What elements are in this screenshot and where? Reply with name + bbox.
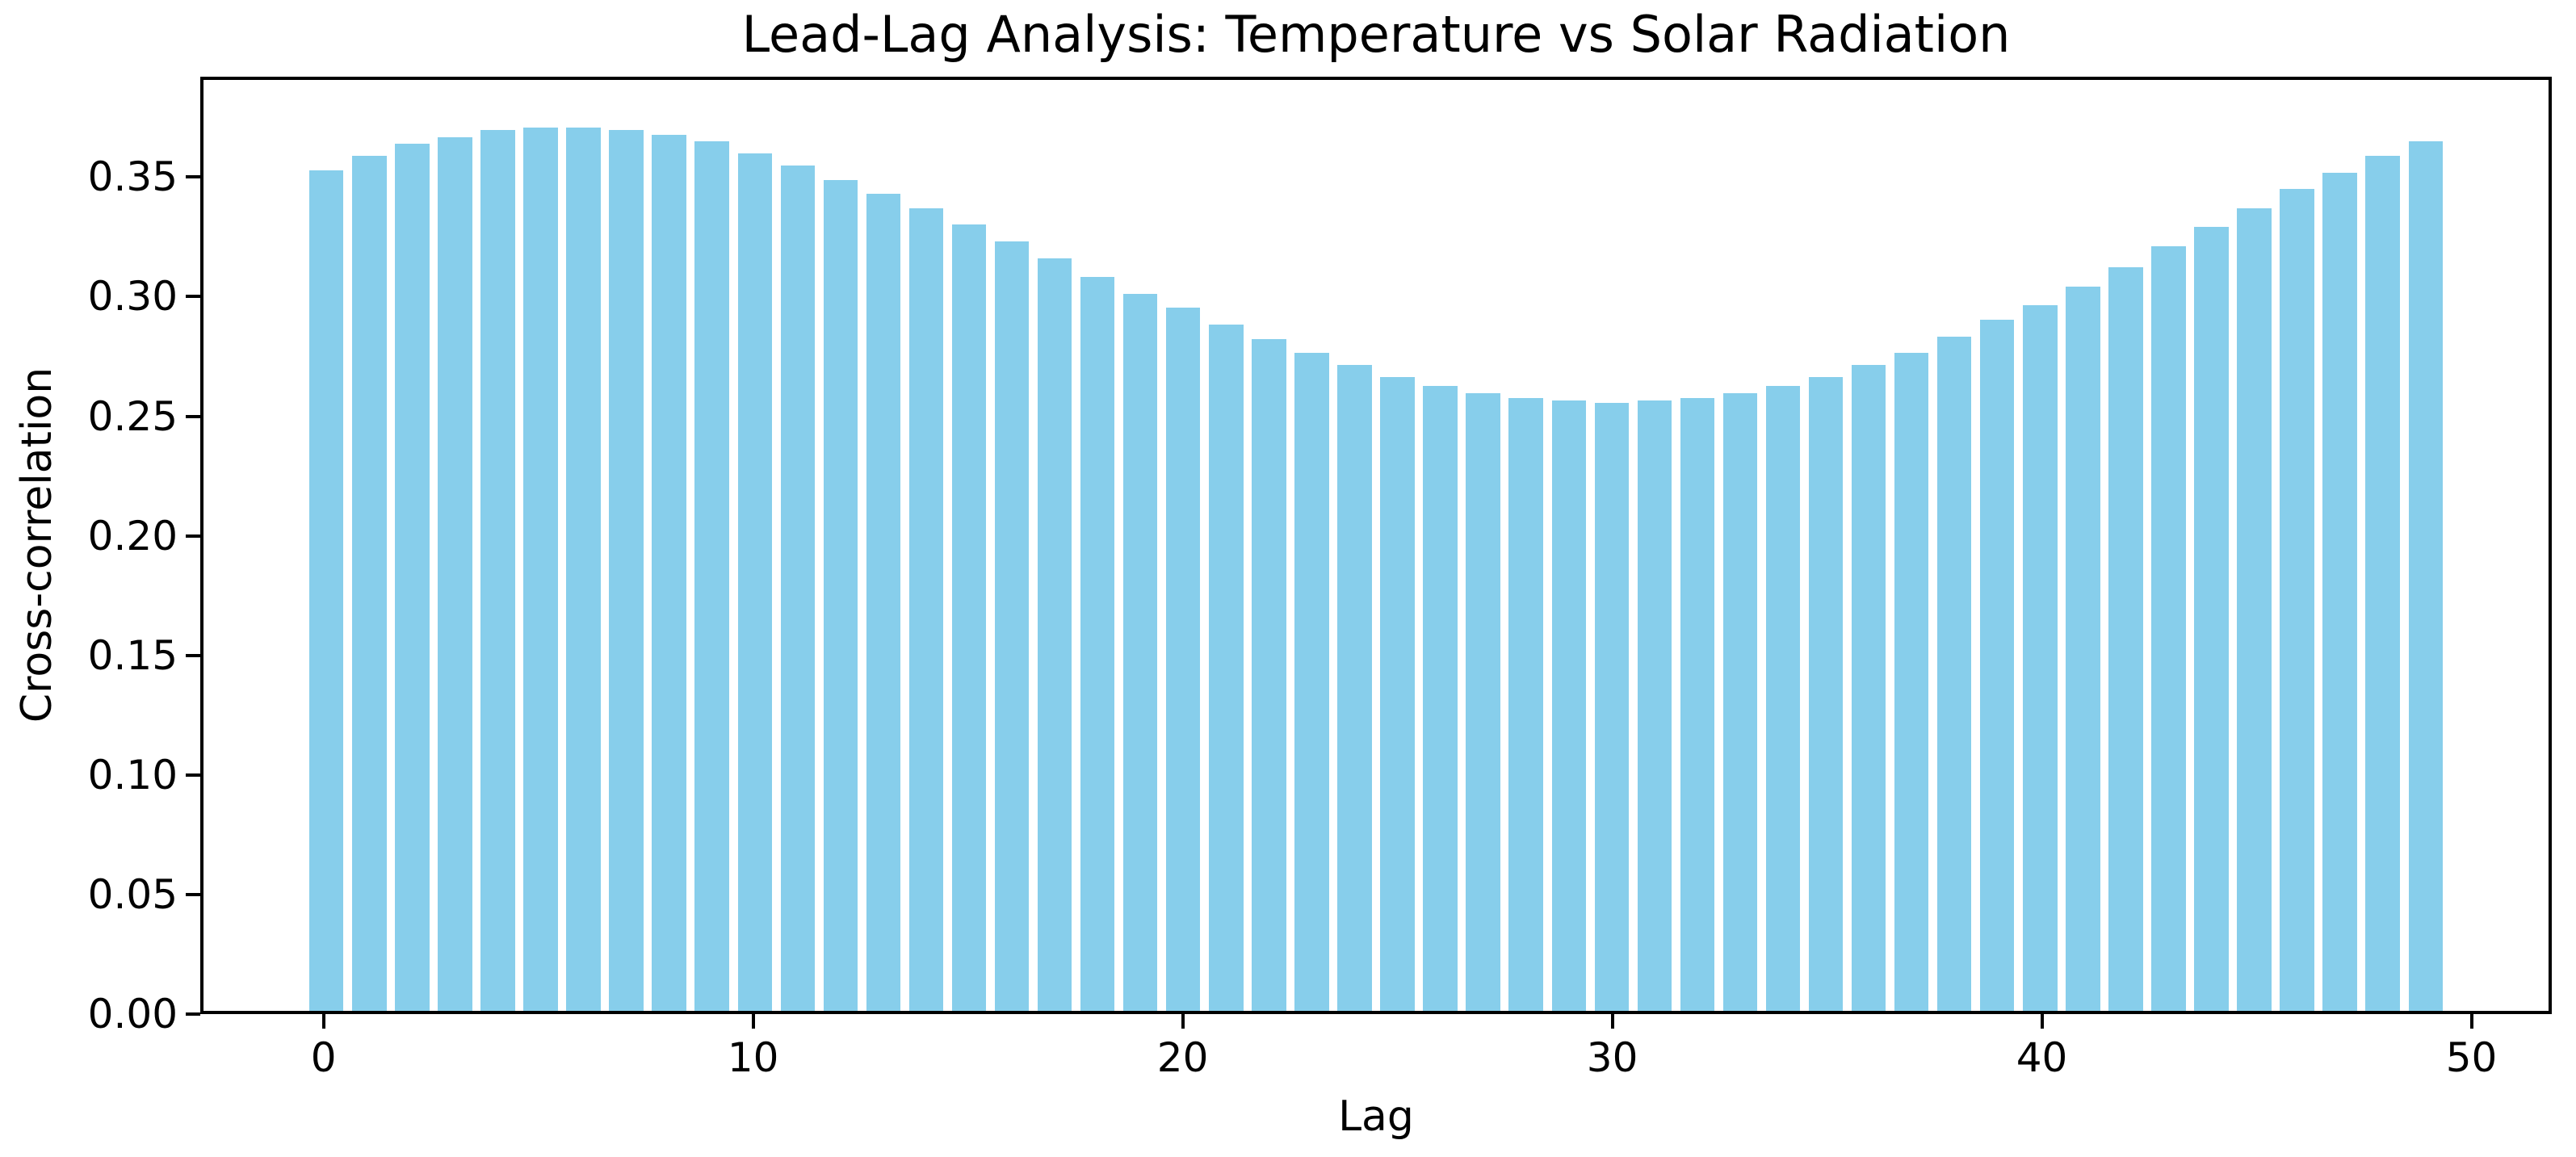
bar-lag-19	[1123, 293, 1158, 1011]
y-tick-label-0.35: 0.35	[87, 153, 178, 201]
bar-lag-20	[1166, 308, 1201, 1011]
x-tick-label-10: 10	[727, 1034, 779, 1081]
y-axis-label: Cross-correlation	[13, 367, 61, 723]
bar-lag-49	[2408, 141, 2443, 1011]
x-tick-0	[321, 1014, 325, 1029]
y-tick-label-0.15: 0.15	[87, 631, 178, 679]
bar-lag-15	[951, 224, 987, 1011]
y-tick-label-0.10: 0.10	[87, 751, 178, 799]
y-tick-0.00	[186, 1012, 200, 1016]
bar-lag-39	[1980, 320, 2015, 1011]
bar-lag-16	[994, 241, 1030, 1011]
bar-lag-42	[2108, 267, 2143, 1011]
x-tick-30	[1610, 1014, 1614, 1029]
bar-lag-14	[908, 208, 944, 1011]
bar-lag-10	[737, 153, 772, 1011]
bar-lag-26	[1423, 386, 1458, 1011]
bar-lag-37	[1894, 353, 1929, 1011]
bar-lag-45	[2237, 208, 2272, 1011]
x-tick-label-0: 0	[310, 1034, 337, 1081]
bar-lag-44	[2194, 227, 2229, 1011]
bar-lag-27	[1466, 393, 1500, 1011]
bar-lag-41	[2066, 286, 2100, 1011]
bar-lag-1	[352, 156, 387, 1011]
y-tick-0.20	[186, 534, 200, 538]
bar-lag-29	[1551, 400, 1586, 1011]
bar-lag-33	[1722, 393, 1758, 1011]
bar-lag-48	[2365, 156, 2400, 1011]
bar-lag-3	[438, 136, 472, 1011]
y-tick-0.25	[186, 414, 200, 418]
x-tick-label-30: 30	[1586, 1034, 1638, 1081]
bar-lag-18	[1080, 277, 1115, 1011]
bar-lag-36	[1851, 364, 1886, 1011]
bar-lag-46	[2280, 189, 2314, 1011]
bar-lag-28	[1508, 398, 1543, 1011]
x-tick-label-50: 50	[2445, 1034, 2498, 1081]
bar-lag-5	[523, 127, 558, 1011]
bar-lag-13	[866, 194, 901, 1011]
bar-lag-7	[609, 129, 644, 1011]
x-tick-40	[2040, 1014, 2044, 1029]
x-tick-50	[2469, 1014, 2473, 1029]
bar-lag-6	[566, 127, 601, 1011]
x-tick-10	[751, 1014, 755, 1029]
y-tick-label-0.20: 0.20	[87, 512, 178, 560]
y-tick-0.10	[186, 773, 200, 777]
y-tick-label-0.00: 0.00	[87, 991, 178, 1038]
bar-lag-22	[1252, 338, 1286, 1011]
bar-lag-34	[1765, 386, 1801, 1011]
bar-lag-21	[1209, 324, 1244, 1011]
y-tick-0.35	[186, 175, 200, 179]
y-tick-label-0.05: 0.05	[87, 870, 178, 918]
bar-lag-12	[823, 179, 858, 1011]
x-tick-label-20: 20	[1156, 1034, 1209, 1081]
bar-lag-17	[1037, 258, 1072, 1011]
bar-lag-38	[1936, 336, 1972, 1011]
bar-lag-23	[1294, 353, 1329, 1011]
bar-lag-9	[694, 141, 729, 1011]
bar-lag-35	[1808, 376, 1844, 1011]
bar-lag-25	[1380, 376, 1415, 1011]
x-tick-20	[1181, 1014, 1185, 1029]
chart-title: Lead-Lag Analysis: Temperature vs Solar …	[741, 5, 2011, 64]
y-tick-label-0.25: 0.25	[87, 392, 178, 440]
bar-lag-40	[2023, 305, 2058, 1011]
y-tick-0.15	[186, 653, 200, 657]
bar-lag-2	[395, 144, 430, 1011]
bar-lag-8	[652, 134, 686, 1011]
x-axis-label: Lag	[1338, 1092, 1414, 1141]
y-tick-label-0.30: 0.30	[87, 273, 178, 321]
y-tick-0.30	[186, 295, 200, 299]
bar-lag-31	[1637, 400, 1672, 1011]
x-tick-label-40: 40	[2016, 1034, 2068, 1081]
plot-wrap: 0 10 20 30 40 50 0.00 0.05 0.10 0.15 0.20 0.25 0.30 0…	[88, 77, 2552, 1081]
y-tick-0.05	[186, 892, 200, 896]
bar-lag-47	[2322, 172, 2357, 1011]
bar-lag-43	[2151, 245, 2186, 1011]
bar-lag-11	[780, 165, 816, 1011]
bar-lag-30	[1594, 403, 1629, 1011]
bar-lag-0	[309, 170, 344, 1011]
bar-lag-24	[1337, 364, 1372, 1011]
bar-lag-4	[480, 129, 515, 1011]
plot-area	[200, 77, 2552, 1014]
bar-lag-32	[1680, 398, 1715, 1011]
